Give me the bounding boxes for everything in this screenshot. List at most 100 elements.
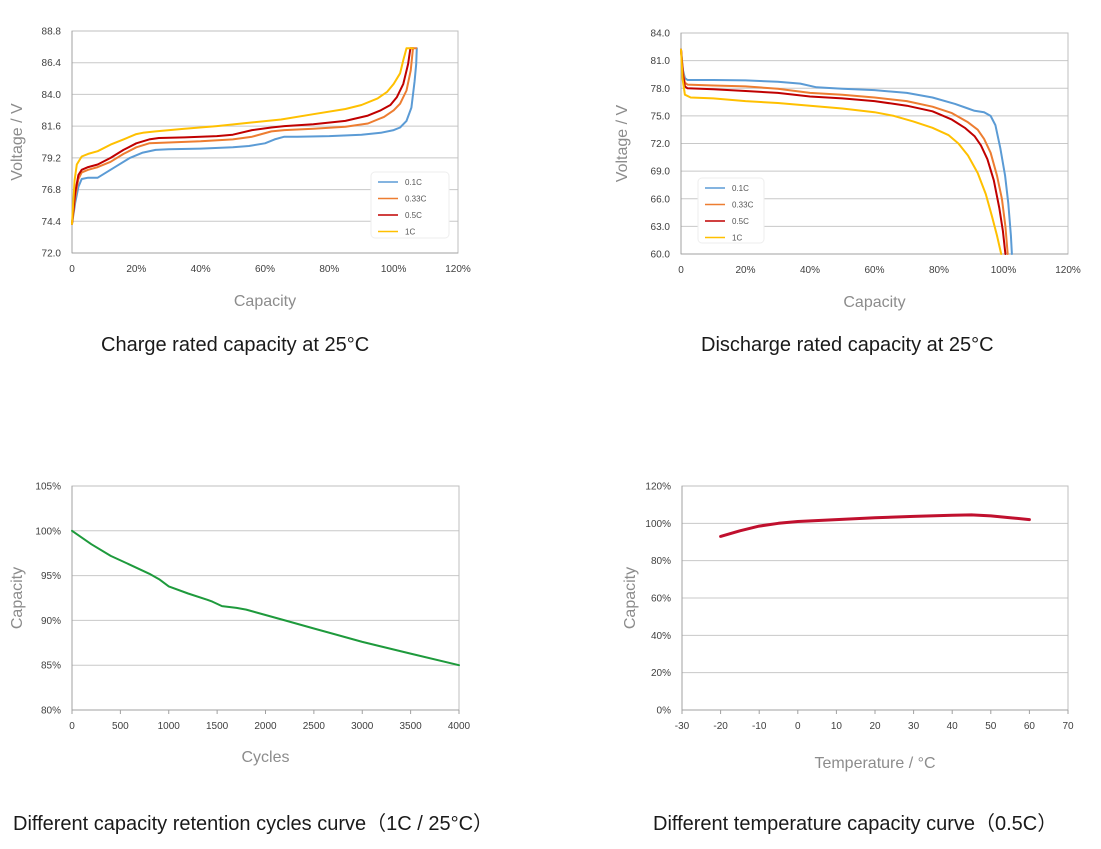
series-line-0-5c xyxy=(680,48,1007,255)
series-line-0-1c xyxy=(680,48,1013,255)
y-tick-label: 120% xyxy=(645,482,671,493)
y-tick-label: 90% xyxy=(41,616,61,627)
y-tick-label: 63.0 xyxy=(651,222,671,233)
y-tick-label: 105% xyxy=(35,482,61,493)
x-tick-label: 100% xyxy=(381,264,407,275)
x-tick-label: -30 xyxy=(675,721,690,732)
y-tick-label: 78.0 xyxy=(651,84,671,95)
x-tick-label: 0 xyxy=(795,721,801,732)
caption-charge: Charge rated capacity at 25°C xyxy=(101,334,370,356)
x-tick-label: 2500 xyxy=(303,721,326,732)
y-tick-label: 85% xyxy=(41,661,61,672)
y-tick-label: 81.6 xyxy=(42,122,62,133)
x-tick-label: 1000 xyxy=(158,721,181,732)
y-tick-label: 84.0 xyxy=(651,29,671,40)
y-tick-label: 66.0 xyxy=(651,194,671,205)
legend-label: 0.5C xyxy=(405,211,422,220)
x-tick-label: 20% xyxy=(126,264,146,275)
caption-cycles: Different capacity retention cycles curv… xyxy=(13,813,494,835)
x-tick-label: 40 xyxy=(947,721,959,732)
legend-label: 1C xyxy=(732,234,742,243)
y-tick-label: 72.0 xyxy=(651,139,671,150)
x-tick-label: 20% xyxy=(735,265,755,276)
legend-label: 1C xyxy=(405,228,415,237)
x-tick-label: 30 xyxy=(908,721,920,732)
x-tick-label: 0 xyxy=(69,264,75,275)
x-tick-label: -20 xyxy=(713,721,728,732)
x-tick-label: 40% xyxy=(191,264,211,275)
x-tick-label: 0 xyxy=(678,265,684,276)
x-tick-label: 0 xyxy=(69,721,75,732)
legend-box xyxy=(370,171,450,239)
y-tick-label: 72.0 xyxy=(42,249,62,260)
legend-label: 0.1C xyxy=(405,178,422,187)
y-tick-label: 74.4 xyxy=(42,217,62,228)
legend-box xyxy=(697,177,765,244)
y-tick-label: 79.2 xyxy=(42,153,62,164)
y-tick-label: 80% xyxy=(651,556,671,567)
x-tick-label: 60 xyxy=(1024,721,1036,732)
y-axis-title: Capacity xyxy=(622,567,639,629)
legend-label: 0.1C xyxy=(732,184,749,193)
series-line-0-5c xyxy=(71,47,414,225)
y-tick-label: 76.8 xyxy=(42,185,62,196)
y-tick-label: 75.0 xyxy=(651,111,671,122)
series-line-1c xyxy=(680,48,1003,255)
y-tick-label: 84.0 xyxy=(42,90,62,101)
series-line-0-33c xyxy=(71,47,418,225)
x-tick-label: 20 xyxy=(869,721,881,732)
y-axis-title: Capacity xyxy=(9,567,26,629)
y-tick-label: 60.0 xyxy=(651,250,671,261)
y-axis-title: Voltage / V xyxy=(614,104,631,182)
y-tick-label: 20% xyxy=(651,668,671,679)
x-axis-title: Cycles xyxy=(241,749,289,766)
y-tick-label: 80% xyxy=(41,706,61,717)
x-axis-title: Temperature / °C xyxy=(814,755,935,772)
caption-discharge: Discharge rated capacity at 25°C xyxy=(701,334,994,356)
x-tick-label: -10 xyxy=(752,721,767,732)
x-tick-label: 500 xyxy=(112,721,129,732)
legend-label: 0.33C xyxy=(732,201,754,210)
x-tick-label: 70 xyxy=(1062,721,1074,732)
x-tick-label: 80% xyxy=(319,264,339,275)
x-tick-label: 80% xyxy=(929,265,949,276)
x-tick-label: 100% xyxy=(991,265,1017,276)
x-tick-label: 40% xyxy=(800,265,820,276)
legend-label: 0.5C xyxy=(732,217,749,226)
series-line-0-1c xyxy=(71,47,418,225)
x-tick-label: 120% xyxy=(1055,265,1081,276)
series-line-1c xyxy=(71,47,414,225)
y-tick-label: 0% xyxy=(657,706,672,717)
x-axis-title: Capacity xyxy=(843,294,905,311)
y-axis-title: Voltage / V xyxy=(9,103,26,181)
y-tick-label: 86.4 xyxy=(42,58,62,69)
series-line-capacity-retention xyxy=(71,529,460,667)
y-tick-label: 100% xyxy=(35,526,61,537)
x-axis-title: Capacity xyxy=(234,293,296,310)
legend-label: 0.33C xyxy=(405,195,427,204)
y-tick-label: 40% xyxy=(651,631,671,642)
y-tick-label: 95% xyxy=(41,571,61,582)
y-tick-label: 100% xyxy=(645,519,671,530)
x-tick-label: 60% xyxy=(864,265,884,276)
x-tick-label: 2000 xyxy=(254,721,277,732)
legend: 0.1C 0.33C 0.5C 1C xyxy=(697,177,765,244)
x-tick-label: 60% xyxy=(255,264,275,275)
x-tick-label: 50 xyxy=(985,721,997,732)
x-tick-label: 10 xyxy=(831,721,843,732)
x-tick-label: 3000 xyxy=(351,721,374,732)
caption-temperature: Different temperature capacity curve（0.5… xyxy=(653,813,1058,835)
y-tick-label: 60% xyxy=(651,594,671,605)
y-tick-label: 88.8 xyxy=(42,27,62,38)
y-tick-label: 81.0 xyxy=(651,56,671,67)
y-tick-label: 69.0 xyxy=(651,167,671,178)
x-tick-label: 3500 xyxy=(400,721,423,732)
series-line-capacity xyxy=(719,513,1031,538)
x-tick-label: 120% xyxy=(445,264,471,275)
legend: 0.1C 0.33C 0.5C 1C xyxy=(370,171,450,239)
x-tick-label: 4000 xyxy=(448,721,471,732)
series-line-0-33c xyxy=(680,48,1009,255)
